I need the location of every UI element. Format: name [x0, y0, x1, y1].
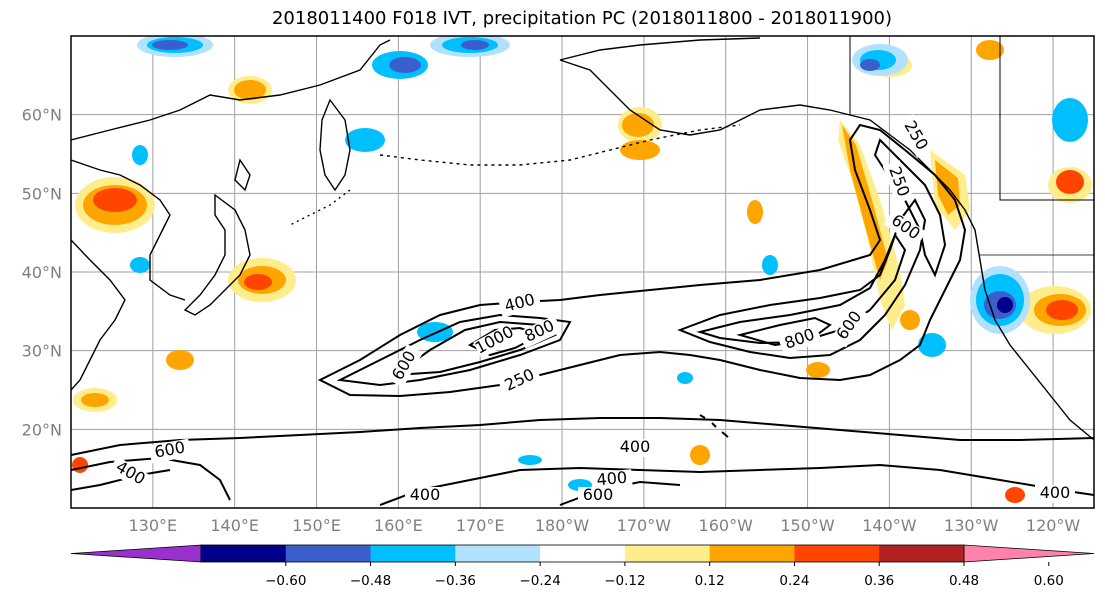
contour-label-bg — [1035, 485, 1075, 503]
colorbar-tick-label: 0.48 — [949, 573, 979, 589]
contour-label-bg — [591, 469, 633, 491]
contour-label-bg — [883, 209, 927, 247]
lon-tick-label: 180°W — [535, 516, 590, 535]
contour-label-bg — [498, 290, 542, 318]
contour-label: 400 — [1040, 483, 1071, 502]
contour-label: 400 — [596, 468, 628, 490]
contour-label: 600 — [583, 485, 614, 504]
lon-tick-label: 130°W — [944, 516, 999, 535]
colorbar-segment — [285, 545, 372, 562]
contour-label-bg — [148, 438, 192, 464]
lat-tick-label: 60°N — [22, 106, 62, 125]
lat-tick-label: 50°N — [22, 184, 62, 203]
colorbar-ticks: −0.60 −0.48 −0.36 −0.24 −0.12 0.12 0.24 0.36 0.4… — [265, 562, 1064, 589]
contour-label: 400 — [620, 437, 651, 456]
colorbar-segment — [709, 545, 795, 562]
lon-tick-label: 140°W — [862, 516, 917, 535]
colorbar-tick-label: 0.12 — [695, 573, 725, 589]
colorbar-tick-label: −0.36 — [435, 573, 476, 589]
colorbar-tick-label: −0.60 — [265, 573, 306, 589]
contour-label-bg — [897, 114, 933, 158]
map-frame — [70, 35, 1095, 509]
lon-tick-label: 120°W — [1026, 516, 1081, 535]
colorbar-tick-label: 0.60 — [1034, 573, 1064, 589]
colorbar-tick-label: −0.24 — [519, 573, 560, 589]
contour-label-bg — [882, 160, 914, 204]
colorbar-tick-label: −0.12 — [604, 573, 645, 589]
colorbar-tick-label: 0.36 — [864, 573, 894, 589]
contour-label-bg — [778, 324, 822, 356]
colorbar-segment — [540, 545, 626, 562]
lon-tick-label: 150°W — [780, 516, 835, 535]
lat-tick-label: 40°N — [22, 263, 62, 282]
lon-tick-label: 130°E — [129, 516, 178, 535]
longitude-labels: 130°E 140°E 150°E 160°E 170°E 180°W 170°W 160°W… — [129, 516, 1081, 535]
colorbar-tick-label: −0.48 — [350, 573, 391, 589]
lon-tick-label: 170°E — [456, 516, 505, 535]
contour-label-bg — [578, 487, 618, 505]
lon-tick-label: 160°W — [699, 516, 754, 535]
coastlines — [71, 36, 1094, 441]
colorbar-segment — [879, 545, 965, 562]
contour-label-bg — [405, 487, 445, 505]
colorbar — [70, 544, 1095, 563]
latitude-labels: 20°N 30°N 40°N 50°N 60°N — [22, 106, 62, 440]
lat-tick-label: 20°N — [22, 420, 62, 439]
colorbar-segment — [370, 545, 456, 562]
lon-tick-label: 140°E — [210, 516, 259, 535]
contour-label-bg — [615, 439, 655, 457]
colorbar-extension-low — [70, 544, 202, 563]
lon-tick-label: 160°E — [374, 516, 423, 535]
lon-tick-label: 150°E — [292, 516, 341, 535]
contour-label-bg — [473, 323, 517, 359]
colorbar-segment — [624, 545, 711, 562]
lat-tick-label: 30°N — [22, 342, 62, 361]
colorbar-extension-high — [963, 544, 1095, 563]
colorbar-outline — [200, 544, 965, 563]
colorbar-segment — [201, 545, 287, 562]
colorbar-tick-label: 0.24 — [779, 573, 809, 589]
negative-anomaly-patches — [130, 36, 1088, 491]
precip-anomaly-field — [72, 36, 1092, 503]
contour-label-bg — [518, 315, 562, 349]
contour-label-bg — [498, 364, 542, 398]
contour-label-bg — [387, 344, 423, 388]
map-title: 2018011400 F018 IVT, precipitation PC (2… — [271, 8, 893, 29]
colorbar-segment — [794, 545, 880, 562]
contour-label-bg — [831, 304, 869, 348]
colorbar-segment — [455, 545, 541, 562]
contour-label: 400 — [410, 485, 441, 504]
contour-label-bg — [108, 456, 152, 492]
graticule — [71, 36, 1094, 508]
lon-tick-label: 170°W — [617, 516, 672, 535]
